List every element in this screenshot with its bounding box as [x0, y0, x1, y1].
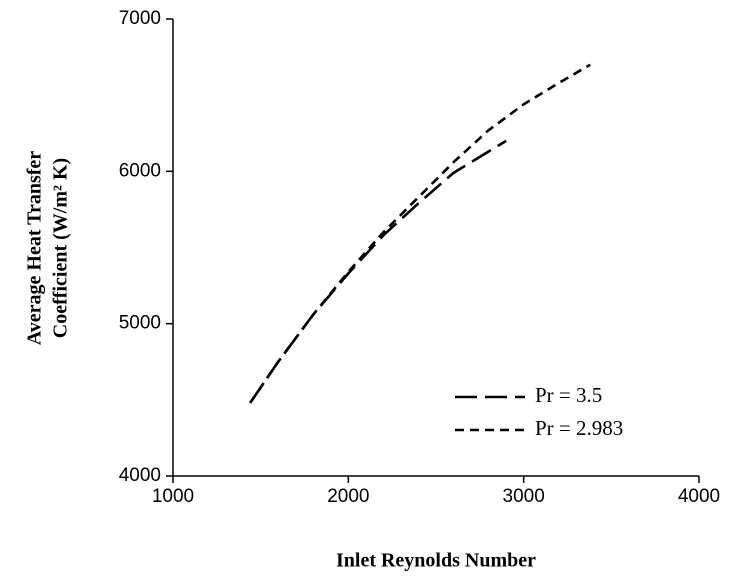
y-tick-label: 7000 [119, 8, 161, 29]
y-axis-label-line: Average Heat Transfer [24, 151, 46, 345]
legend-label: Pr = 3.5 [535, 383, 602, 407]
x-tick-label: 2000 [327, 486, 369, 507]
x-tick-label: 4000 [678, 486, 720, 507]
y-axis-label-line: Coefficient (W/m² K) [50, 158, 72, 338]
x-tick-label: 1000 [152, 486, 194, 507]
x-axis-label: Inlet Reynolds Number [336, 550, 536, 572]
y-tick-label: 6000 [119, 160, 161, 181]
legend-label: Pr = 2.983 [535, 416, 623, 440]
series-line [249, 139, 507, 404]
y-axis-label: Average Heat Transfer Coefficient (W/m² … [24, 151, 72, 345]
x-tick-label: 3000 [503, 486, 545, 507]
y-tick-label: 5000 [119, 313, 161, 334]
series-line [249, 63, 591, 404]
y-tick-label: 4000 [119, 465, 161, 486]
